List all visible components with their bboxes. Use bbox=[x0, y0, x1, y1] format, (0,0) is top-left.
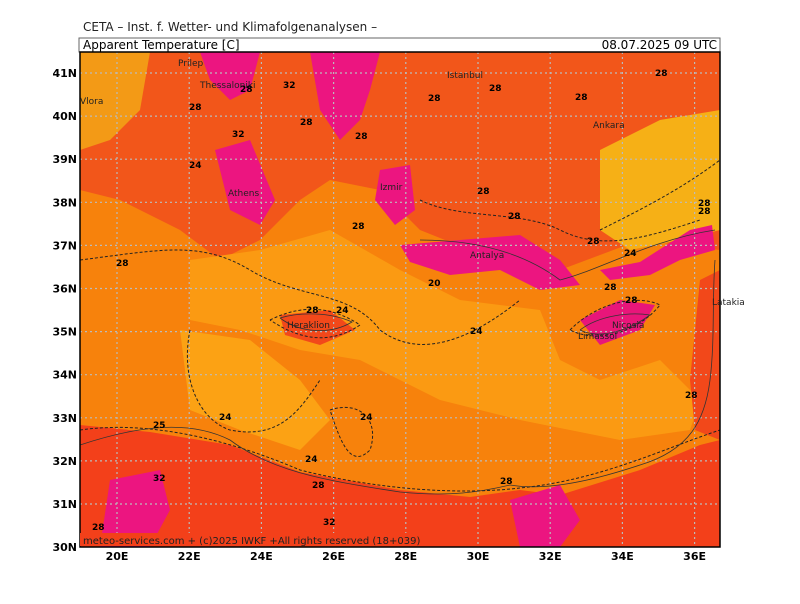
lat-label: 38N bbox=[52, 196, 77, 209]
lat-label: 35N bbox=[52, 326, 77, 339]
contour-label: 28 bbox=[428, 94, 441, 104]
contour-label: 28 bbox=[300, 118, 313, 128]
contour-label: 20 bbox=[428, 279, 441, 289]
city-label: Izmir bbox=[380, 183, 403, 193]
contour-label: 28 bbox=[355, 132, 368, 142]
city-label: Ankara bbox=[593, 121, 625, 131]
footer-bg bbox=[80, 533, 450, 546]
contour-label: 28 bbox=[189, 103, 202, 113]
lon-label: 26E bbox=[322, 550, 345, 563]
contour-label: 28 bbox=[698, 207, 711, 217]
contour-label: 28 bbox=[655, 69, 668, 79]
contour-label: 25 bbox=[153, 421, 166, 431]
lon-label: 20E bbox=[106, 550, 129, 563]
footer: meteo-services.com + (c)2025 IWKF +All r… bbox=[83, 536, 420, 547]
contour-label: 32 bbox=[153, 474, 166, 484]
contour-label: 28 bbox=[312, 481, 325, 491]
lat-label: 41N bbox=[52, 67, 77, 80]
contour-label: 24 bbox=[470, 327, 483, 337]
city-label: Nicosia bbox=[612, 321, 644, 331]
contour-label: 24 bbox=[336, 306, 349, 316]
graticule bbox=[80, 52, 720, 547]
coastlines bbox=[79, 229, 716, 495]
lat-label: 34N bbox=[52, 369, 77, 382]
city-label: Prilep bbox=[178, 59, 204, 69]
lat-label: 39N bbox=[52, 153, 77, 166]
contour-label: 28 bbox=[625, 296, 638, 306]
lon-label: 22E bbox=[178, 550, 201, 563]
lon-label: 28E bbox=[394, 550, 417, 563]
city-label: Antalya bbox=[470, 251, 504, 261]
city-label: Istanbul bbox=[447, 71, 483, 81]
contour-label: 28 bbox=[575, 93, 588, 103]
contour-label: 24 bbox=[305, 455, 318, 465]
contour-label: 32 bbox=[283, 81, 296, 91]
city-label: Vlora bbox=[80, 97, 103, 107]
contour-label: 28 bbox=[587, 237, 600, 247]
contour-label: 28 bbox=[489, 84, 502, 94]
contour-label: 28 bbox=[240, 85, 253, 95]
contour-label: 24 bbox=[219, 413, 232, 423]
lat-label: 36N bbox=[52, 283, 77, 296]
contour-label: 28 bbox=[508, 212, 521, 222]
lat-label: 32N bbox=[52, 455, 77, 468]
contour-label: 28 bbox=[92, 523, 105, 533]
lat-label: 33N bbox=[52, 412, 77, 425]
contour-label: 32 bbox=[323, 518, 336, 528]
city-label: Latakia bbox=[712, 298, 745, 308]
lat-label: 31N bbox=[52, 498, 77, 511]
contour-label: 28 bbox=[116, 259, 129, 269]
city-label: Athens bbox=[228, 189, 259, 199]
city-label: Thessaloniki bbox=[199, 81, 256, 91]
lon-label: 30E bbox=[467, 550, 490, 563]
lon-label: 32E bbox=[539, 550, 562, 563]
city-label: Heraklion bbox=[287, 321, 330, 331]
map-frame bbox=[79, 51, 721, 548]
contour-label: 28 bbox=[352, 222, 365, 232]
lon-label: 24E bbox=[250, 550, 273, 563]
valid-time: 08.07.2025 09 UTC bbox=[602, 38, 717, 52]
contour-label: 28 bbox=[306, 306, 319, 316]
contour-label: 28 bbox=[685, 391, 698, 401]
contour-label: 24 bbox=[189, 161, 202, 171]
contour-label: 24 bbox=[360, 413, 373, 423]
lon-label: 34E bbox=[611, 550, 634, 563]
map-title: Apparent Temperature [C] bbox=[83, 38, 240, 52]
contour-label: 28 bbox=[604, 283, 617, 293]
lat-label: 37N bbox=[52, 239, 77, 252]
contour-label: 32 bbox=[232, 130, 245, 140]
contour-label: 24 bbox=[624, 249, 637, 259]
lat-label: 40N bbox=[52, 110, 77, 123]
contour-label: 28 bbox=[477, 187, 490, 197]
institute: CETA – Inst. f. Wetter- und Klimafolgena… bbox=[83, 20, 377, 34]
lon-label: 36E bbox=[683, 550, 706, 563]
city-label: Limassol bbox=[578, 332, 617, 342]
map-field bbox=[80, 52, 720, 547]
contour-lines bbox=[79, 159, 721, 492]
contour-label: 28 bbox=[500, 477, 513, 487]
lat-label: 30N bbox=[52, 541, 77, 554]
contour-label: 28 bbox=[698, 199, 711, 209]
